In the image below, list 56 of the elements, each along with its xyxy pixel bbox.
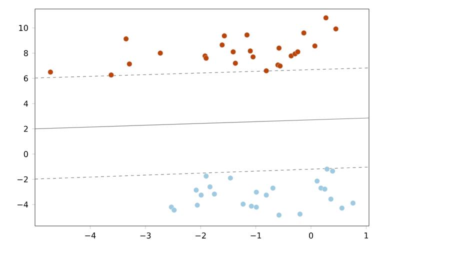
point — [301, 30, 307, 36]
point — [333, 26, 339, 32]
point — [48, 69, 54, 75]
point — [194, 202, 200, 208]
x-tick-label: 0 — [309, 232, 314, 239]
point — [323, 15, 329, 21]
point — [312, 43, 318, 49]
point — [219, 42, 225, 48]
point — [126, 61, 132, 67]
x-tick-label: −4 — [85, 232, 96, 238]
point — [244, 32, 250, 38]
point — [328, 196, 334, 202]
point — [270, 185, 276, 191]
point — [276, 45, 282, 51]
point — [212, 191, 218, 197]
y-tick-label: 6 — [24, 75, 28, 82]
point — [123, 36, 129, 42]
point — [248, 48, 254, 54]
y-tick-label: 2 — [24, 126, 28, 132]
x-tick-label: −3 — [140, 232, 151, 239]
point — [254, 189, 260, 195]
y-tick-label: −2 — [18, 176, 28, 182]
point — [203, 173, 209, 179]
point — [207, 184, 213, 190]
point — [232, 60, 238, 66]
point — [330, 168, 336, 174]
point — [158, 50, 164, 56]
point — [276, 212, 282, 218]
point — [322, 186, 328, 192]
point — [248, 203, 254, 209]
point — [230, 49, 236, 55]
point — [314, 178, 320, 184]
x-tick-label: −2 — [196, 232, 206, 238]
point — [250, 54, 256, 60]
y-tick-label: −4 — [18, 202, 28, 208]
y-tick-label: 10 — [19, 24, 28, 31]
point — [324, 166, 330, 172]
point — [350, 200, 356, 206]
x-tick-label: 1 — [364, 232, 368, 238]
point — [194, 187, 199, 193]
point — [339, 205, 345, 211]
point — [108, 72, 114, 78]
point — [198, 192, 204, 198]
point — [222, 33, 228, 39]
point — [297, 211, 303, 217]
point — [171, 207, 177, 213]
y-tick-label: 8 — [24, 50, 28, 56]
point — [264, 192, 270, 198]
point — [240, 201, 246, 207]
point — [264, 68, 270, 74]
y-tick-label: 4 — [24, 100, 28, 107]
x-tick-label: −1 — [250, 232, 261, 238]
point — [254, 204, 260, 210]
y-tick-label: 0 — [24, 151, 28, 158]
point — [228, 175, 234, 181]
point — [295, 49, 300, 55]
